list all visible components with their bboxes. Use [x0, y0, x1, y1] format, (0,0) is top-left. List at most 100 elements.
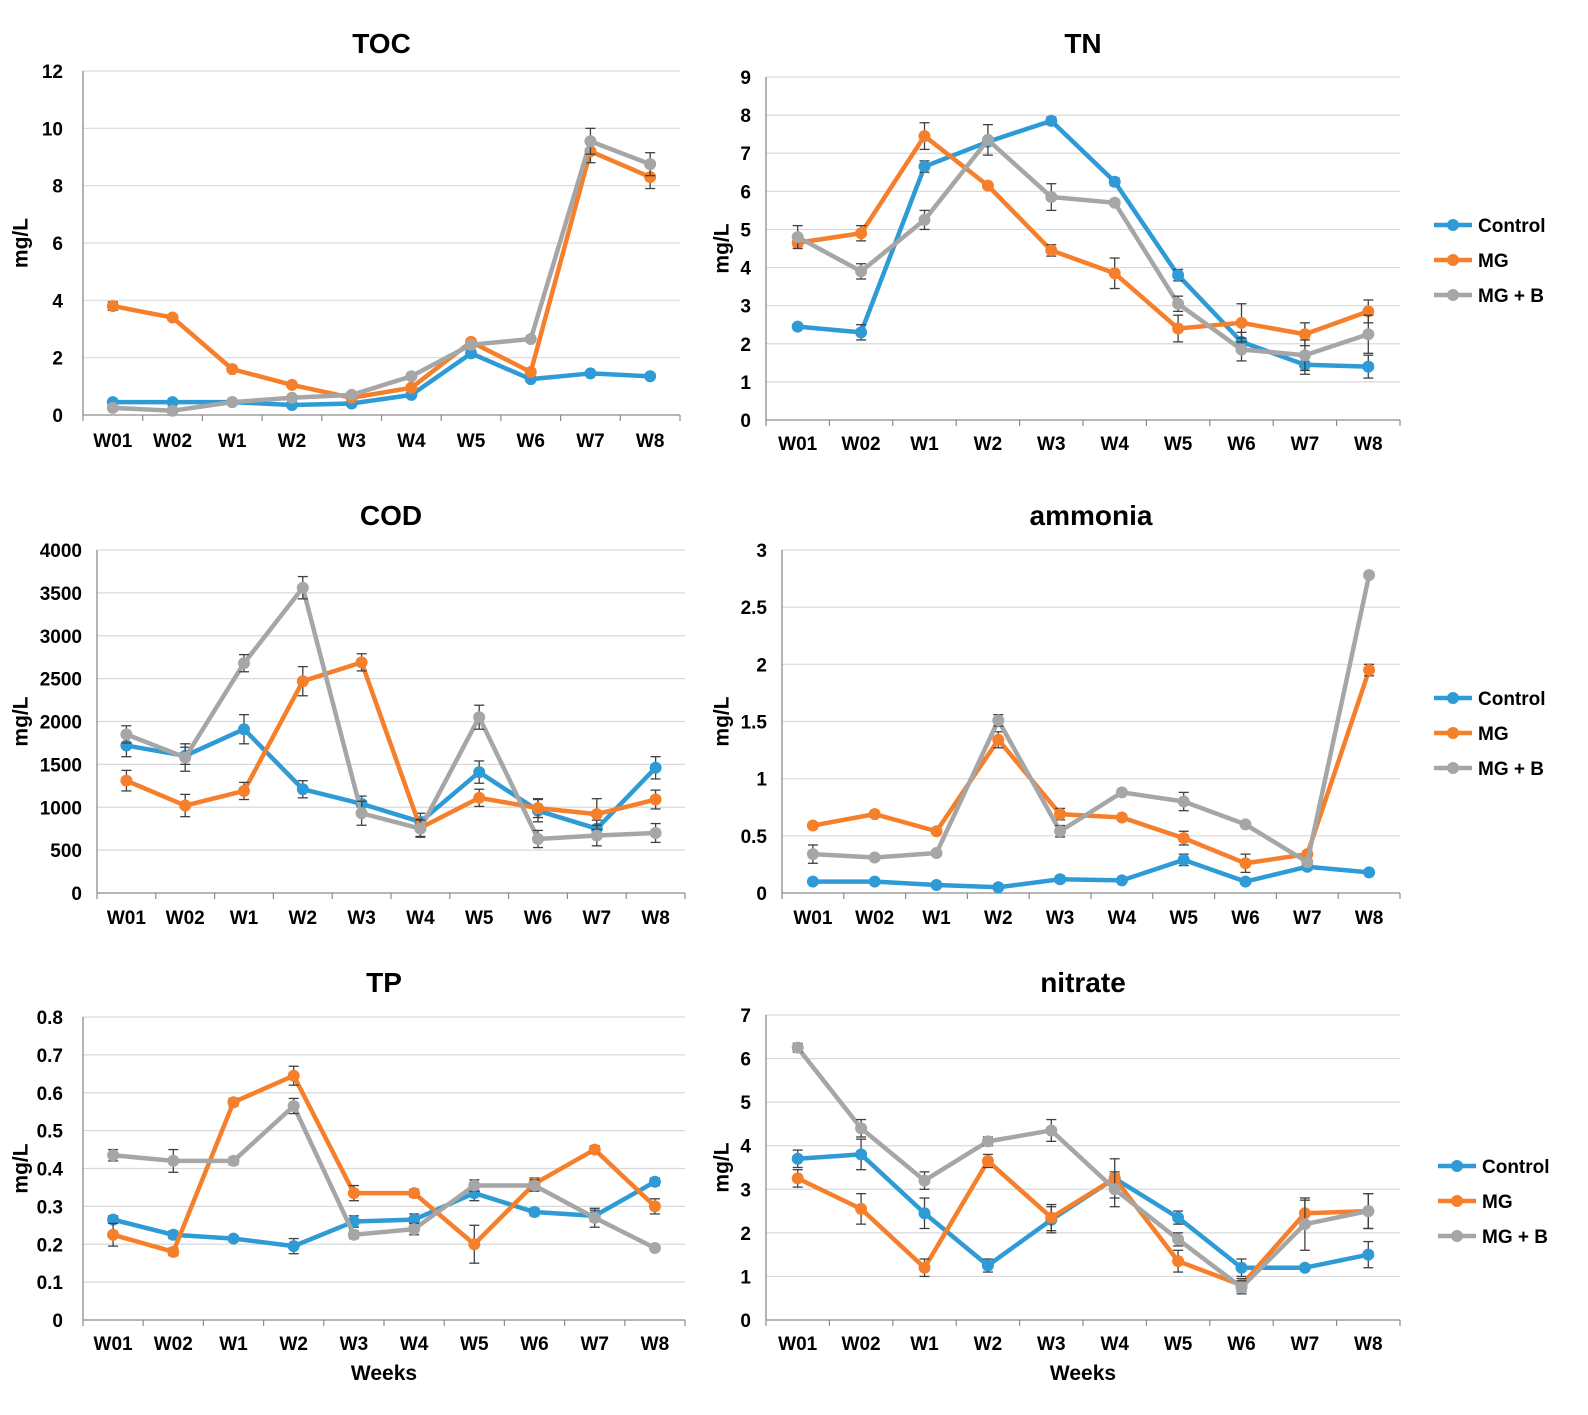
y-tick-label: 12: [42, 62, 63, 83]
data-point: [791, 1152, 804, 1165]
data-point: [918, 1261, 931, 1274]
chart-panel-4: TP 0 0.1 0.2 0.3 0.4 0.5 0.6 0.7 0.8 W01 W02 W1 W2 W3 W…: [10, 967, 686, 1385]
data-point: [868, 808, 881, 821]
data-point: [1363, 866, 1376, 879]
x-tick-label: W5: [465, 908, 494, 929]
x-tick-label: W2: [279, 1334, 308, 1355]
y-tick-label: 1000: [40, 798, 82, 819]
y-tick-label: 3: [740, 297, 751, 318]
x-tick-label: W6: [1227, 1334, 1256, 1355]
series-line: [812, 857, 1370, 890]
x-tick-label: W02: [153, 431, 192, 452]
series-line: [797, 133, 1370, 337]
data-point: [166, 311, 179, 324]
legend-label: MG: [1482, 1192, 1513, 1213]
y-axis-label: mg/L: [10, 696, 33, 746]
data-point: [1362, 305, 1375, 318]
data-point: [238, 723, 250, 736]
legend: Control MG MG + B: [1434, 689, 1546, 780]
x-tick-label: W1: [218, 431, 247, 452]
series-mg-b: [791, 1041, 1375, 1295]
data-point: [1362, 328, 1375, 341]
data-point: [524, 333, 537, 346]
data-point: [296, 675, 309, 688]
data-point: [167, 1245, 180, 1258]
data-point: [179, 751, 192, 764]
data-point: [992, 881, 1005, 894]
legend-label: MG: [1478, 724, 1509, 745]
data-point: [345, 388, 358, 401]
series-line: [112, 138, 651, 413]
x-tick-label: W7: [576, 431, 605, 452]
y-tick-label: 6: [52, 234, 63, 255]
data-point: [528, 1179, 541, 1192]
y-tick-label: 7: [740, 144, 751, 165]
data-point: [1177, 795, 1190, 808]
y-tick-label: 7: [740, 1006, 751, 1027]
legend-marker: [1451, 1160, 1463, 1172]
data-point: [644, 171, 657, 184]
legend-marker: [1447, 692, 1459, 704]
data-point: [644, 158, 657, 171]
x-tick-label: W8: [1354, 1334, 1383, 1355]
x-tick-label: W4: [400, 1334, 429, 1355]
legend-marker: [1451, 1230, 1463, 1242]
data-point: [106, 401, 119, 414]
series-mg-b: [120, 575, 662, 849]
series-line: [795, 1046, 1369, 1290]
data-point: [1235, 316, 1248, 329]
data-point: [584, 135, 597, 148]
data-point: [285, 378, 298, 391]
data-point: [981, 1154, 994, 1167]
data-point: [166, 404, 179, 417]
data-point: [1045, 1124, 1058, 1137]
data-point: [649, 793, 662, 806]
legend-marker: [1447, 219, 1459, 231]
legend-marker: [1451, 1195, 1463, 1207]
x-tick-label: W6: [1227, 434, 1256, 455]
x-tick-label: W02: [855, 908, 894, 929]
data-point: [590, 829, 603, 842]
data-point: [405, 381, 418, 394]
data-point: [473, 791, 486, 804]
y-tick-label: 0: [740, 1311, 751, 1332]
x-tick-label: W3: [337, 431, 366, 452]
y-tick-label: 2000: [40, 713, 82, 734]
y-tick-label: 0.4: [37, 1160, 64, 1181]
x-tick-label: W01: [107, 908, 147, 929]
data-point: [981, 179, 994, 192]
data-point: [1362, 360, 1375, 373]
x-tick-label: W6: [520, 1334, 549, 1355]
y-tick-label: 10: [42, 119, 63, 140]
y-tick-label: 0: [756, 884, 767, 905]
data-point: [227, 1154, 240, 1167]
x-tick-label: W4: [1100, 1334, 1129, 1355]
series-line: [126, 726, 658, 831]
data-point: [981, 133, 994, 146]
x-tick-label: W5: [1169, 908, 1198, 929]
legend-label: MG: [1478, 251, 1509, 272]
data-point: [1108, 196, 1121, 209]
series-line: [112, 1073, 657, 1255]
chart-title: ammonia: [1030, 500, 1153, 531]
x-tick-label: W8: [641, 908, 670, 929]
y-tick-label: 2: [756, 655, 767, 676]
x-tick-label: W8: [1355, 908, 1384, 929]
data-point: [355, 807, 368, 820]
series-control: [106, 347, 657, 411]
data-point: [1235, 343, 1248, 356]
data-point: [648, 1200, 661, 1213]
data-point: [588, 1143, 601, 1156]
data-point: [918, 1174, 931, 1187]
y-axis-label: mg/L: [10, 218, 33, 268]
x-tick-label: W8: [1354, 434, 1383, 455]
x-tick-label: W5: [457, 431, 486, 452]
data-point: [855, 265, 868, 278]
data-point: [408, 1213, 421, 1226]
data-point: [791, 231, 804, 244]
x-tick-label: W7: [1293, 908, 1322, 929]
x-tick-label: W5: [1164, 1334, 1193, 1355]
legend: Control MG MG + B: [1438, 1157, 1550, 1248]
